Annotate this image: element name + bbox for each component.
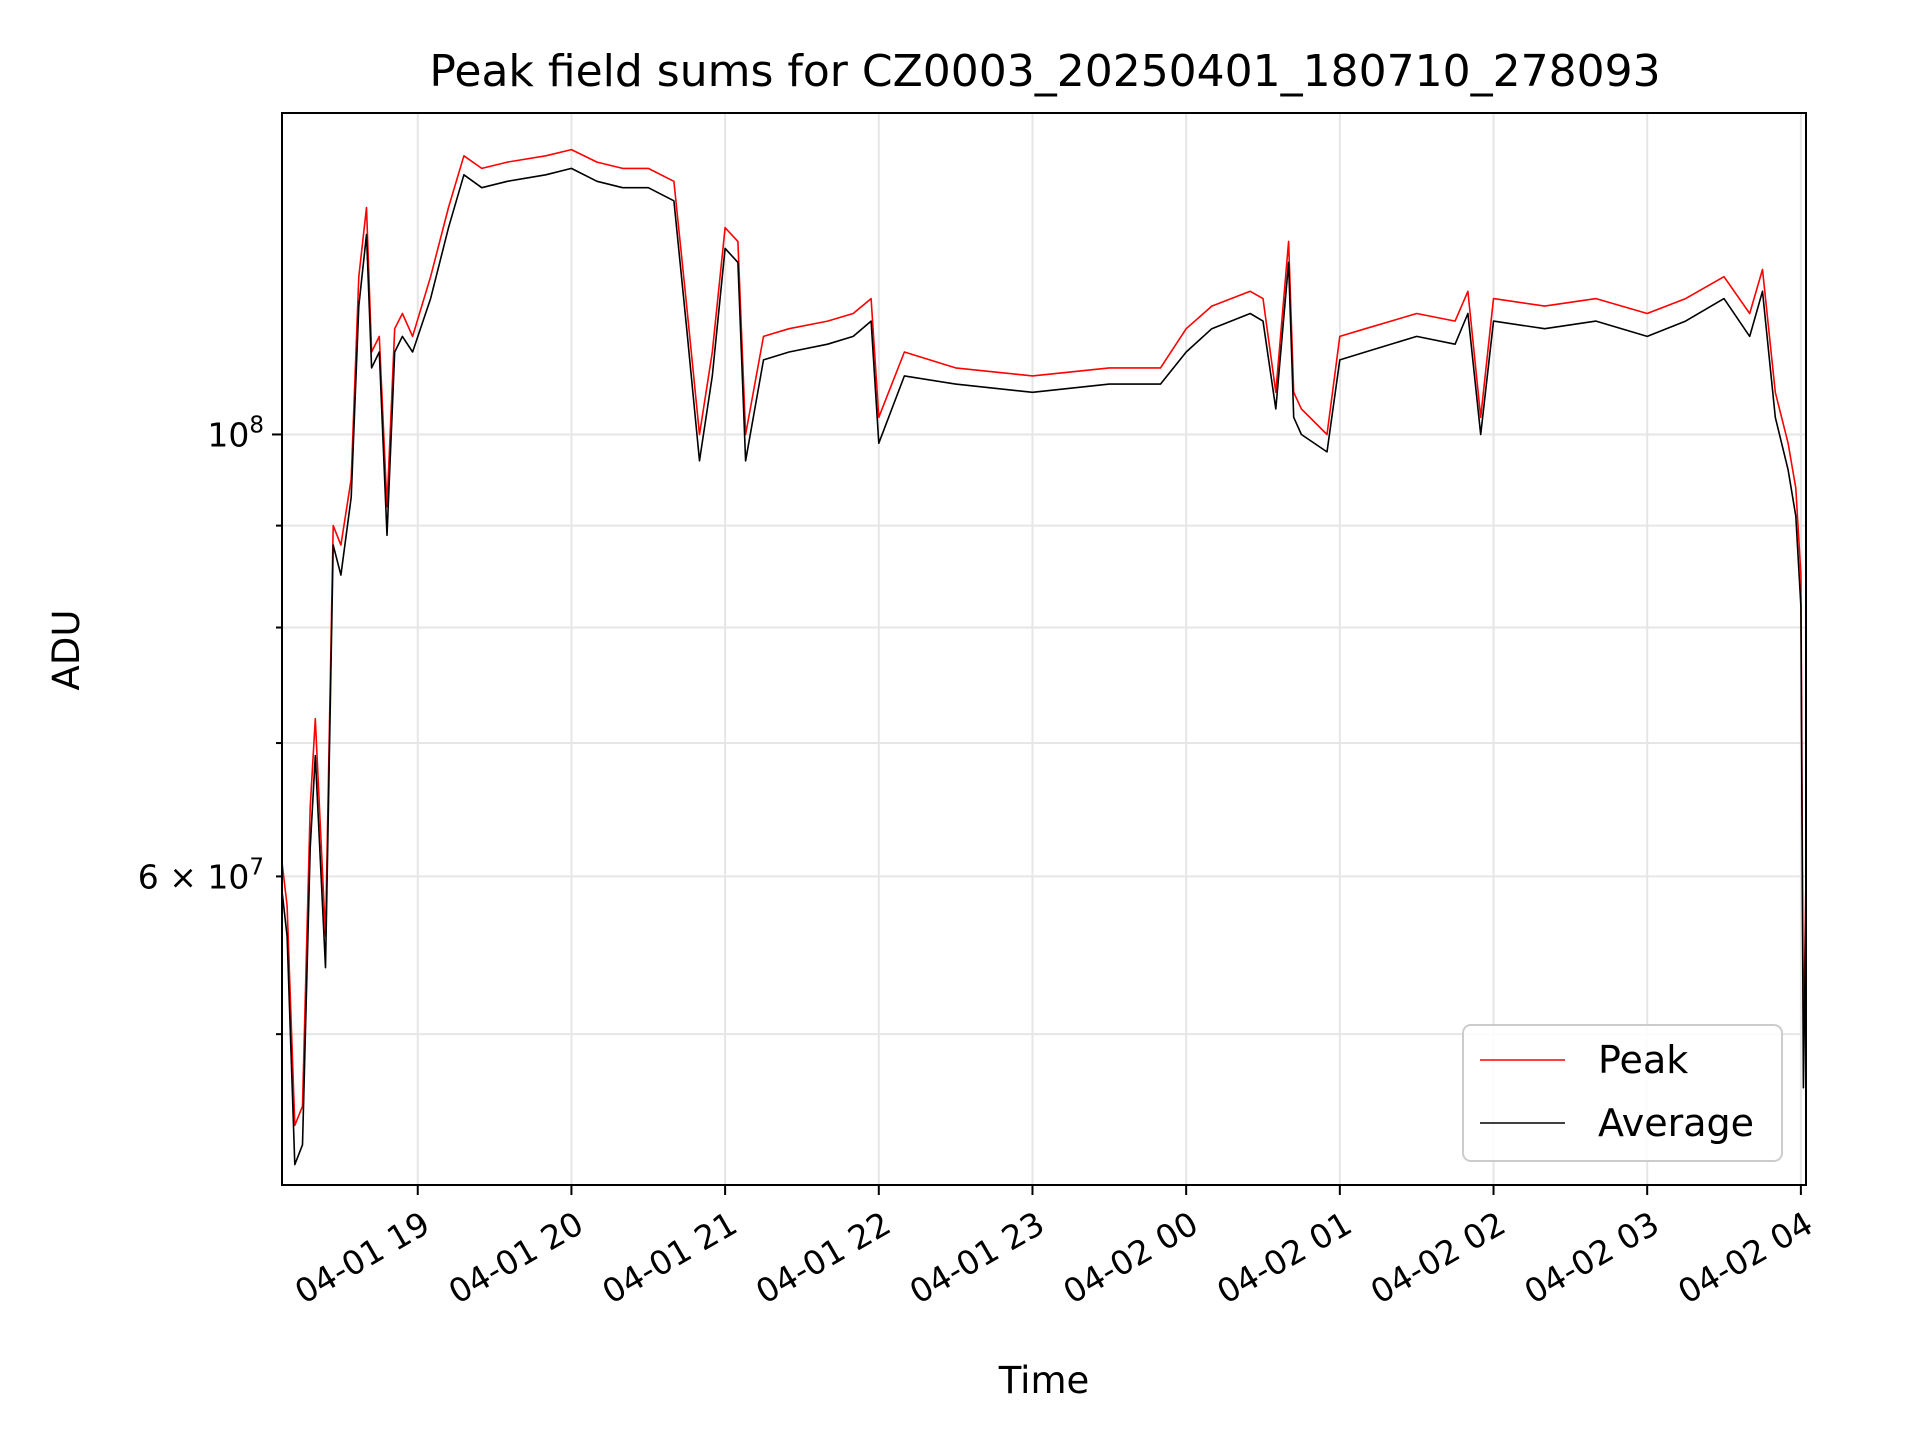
x-axis-label: Time bbox=[998, 1359, 1090, 1402]
y-tick-base: 10 bbox=[207, 415, 249, 454]
series-line-average bbox=[281, 167, 1807, 1166]
chart-title: Peak field sums for CZ0003_20250401_1807… bbox=[429, 46, 1660, 97]
y-tick-label: 108 bbox=[207, 412, 264, 454]
legend-peak-label: Peak bbox=[1598, 1038, 1688, 1082]
plot-frame bbox=[281, 112, 1807, 1186]
legend-average-label: Average bbox=[1598, 1101, 1754, 1145]
y-tick-exponent: 7 bbox=[249, 854, 264, 880]
legend-box bbox=[1462, 1024, 1783, 1162]
y-tick-label: 6 × 107 bbox=[138, 854, 264, 896]
series-layer bbox=[281, 148, 1807, 1166]
series-line-peak bbox=[281, 148, 1807, 1127]
y-axis-label: ADU bbox=[45, 610, 88, 691]
y-tick-base: 6 × 10 bbox=[138, 857, 250, 896]
y-axis-ticks: 108 6 × 107 bbox=[138, 412, 282, 1036]
legend: Peak Average bbox=[1462, 1024, 1783, 1162]
y-tick-exponent: 8 bbox=[249, 412, 264, 438]
